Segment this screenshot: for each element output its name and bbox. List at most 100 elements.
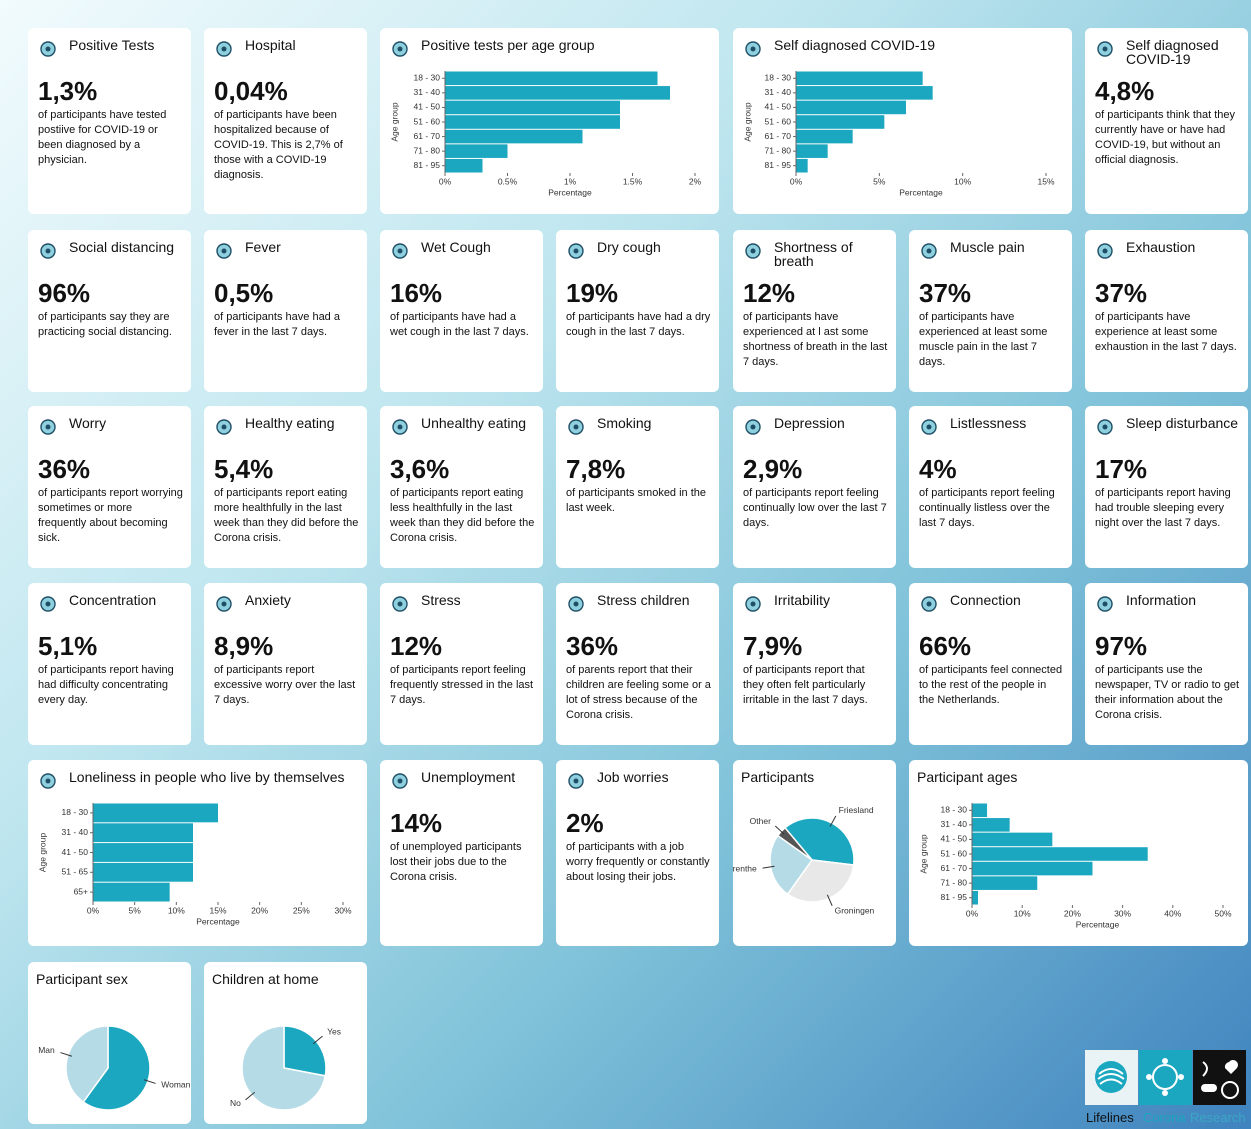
card-title: Muscle pain xyxy=(950,239,1025,255)
chart-card: 18 - 30 31 - 40 41 - 50 51 - 60 61 - 70 71 - … xyxy=(380,28,719,214)
stat-value: 5,1% xyxy=(38,631,98,661)
y-tick-label: 81 - 95 xyxy=(941,892,968,902)
card-title: Listlessness xyxy=(950,415,1027,431)
y-tick-label: 18 - 30 xyxy=(414,73,441,83)
icon-shape xyxy=(926,424,932,430)
chart-card: 18 - 30 31 - 40 41 - 50 51 - 65 65+ 0% 5% 10% 15… xyxy=(28,760,367,946)
card-title: Stress children xyxy=(597,592,690,608)
leader-line xyxy=(143,1079,156,1084)
card-icon xyxy=(40,419,56,435)
y-axis-label: Age group xyxy=(742,102,752,141)
card-title: Dry cough xyxy=(597,239,661,255)
stat-description: of participants think that they currentl… xyxy=(1095,109,1236,166)
y-tick-label: 51 - 60 xyxy=(765,116,792,126)
x-tick-label: 10% xyxy=(168,905,185,915)
pie-label: Other xyxy=(750,816,771,826)
card-icon xyxy=(392,243,408,259)
card-icon xyxy=(40,243,56,259)
card-title: Information xyxy=(1126,592,1197,608)
icon-shape xyxy=(926,601,932,607)
bar xyxy=(972,803,988,818)
icon-shape xyxy=(45,424,51,430)
x-axis-label: Percentage xyxy=(1076,919,1120,929)
y-axis-label: Age group xyxy=(389,102,399,141)
bar xyxy=(93,843,193,862)
stat-card: Healthy eating 5,4% of participants report… xyxy=(204,406,367,568)
stat-description: of participants report excessive worry o… xyxy=(214,664,356,706)
card-icon xyxy=(568,243,584,259)
stat-value: 66% xyxy=(919,631,972,661)
card-icon xyxy=(392,41,408,57)
stat-description: of unemployed participants lost their jo… xyxy=(390,841,522,883)
y-tick-label: 18 - 30 xyxy=(62,807,89,817)
bar xyxy=(445,129,583,144)
card-icon xyxy=(40,596,56,612)
bar xyxy=(796,129,853,144)
stat-card: Anxiety 8,9% of participants report excess… xyxy=(204,583,367,745)
x-axis-label: Percentage xyxy=(899,187,943,197)
pie-label: Drenthe xyxy=(733,863,757,873)
chart-card: Friesland Groningen Drenthe Other Participan… xyxy=(733,760,896,946)
icon-shape xyxy=(573,778,579,784)
y-tick-label: 61 - 70 xyxy=(765,131,792,141)
card-icon xyxy=(1097,596,1113,612)
chart-title: Participants xyxy=(741,769,815,785)
card-icon xyxy=(921,596,937,612)
card-icon xyxy=(745,419,761,435)
icon-shape xyxy=(573,248,579,254)
x-tick-label: 30% xyxy=(1114,908,1131,918)
stat-card: Unhealthy eating 3,6% of participants repo… xyxy=(380,406,543,568)
chart-title: Self diagnosed COVID-19 xyxy=(774,37,936,53)
stat-value: 2,9% xyxy=(743,454,803,484)
stat-value: 16% xyxy=(390,278,443,308)
stat-card: Concentration 5,1% of participants report … xyxy=(28,583,191,745)
card-icon xyxy=(216,243,232,259)
card-icon xyxy=(745,41,761,57)
card-title: Unemployment xyxy=(421,769,516,785)
stat-description: of parents report that their children ar… xyxy=(566,664,711,721)
y-tick-label: 71 - 80 xyxy=(765,145,792,155)
x-tick-label: 50% xyxy=(1214,908,1231,918)
stat-description: of participants have experienced at leas… xyxy=(919,311,1048,368)
x-axis-label: Percentage xyxy=(548,187,592,197)
card-icon xyxy=(1097,419,1113,435)
x-axis-label: Percentage xyxy=(196,916,240,926)
icon-shape xyxy=(45,778,51,784)
x-tick-label: 40% xyxy=(1164,908,1181,918)
leader-line xyxy=(774,825,785,835)
bar xyxy=(796,115,885,129)
pie-label: Groningen xyxy=(835,905,875,915)
icon-shape xyxy=(750,601,756,607)
y-tick-label: 61 - 70 xyxy=(414,131,441,141)
stat-description: of participants with a job worry frequen… xyxy=(566,841,710,883)
card-title: Smoking xyxy=(597,415,652,431)
y-tick-label: 81 - 95 xyxy=(765,160,792,170)
stat-card: Social distancing 96% of participants say … xyxy=(28,230,191,392)
stat-card: Connection 66% of participants feel connec… xyxy=(909,583,1072,745)
logo-text: Corona xyxy=(1143,1110,1186,1125)
y-axis-label: Age group xyxy=(918,834,928,873)
leader-line xyxy=(60,1052,73,1057)
stat-card: Exhaustion 37% of participants have experi… xyxy=(1085,230,1248,392)
y-tick-label: 51 - 60 xyxy=(414,116,441,126)
bar xyxy=(796,158,808,173)
pie-label: Woman xyxy=(161,1080,190,1090)
y-tick-label: 41 - 50 xyxy=(765,102,792,112)
stat-value: 14% xyxy=(390,808,443,838)
stat-card: Listlessness 4% of participants report fee… xyxy=(909,406,1072,568)
icon-shape xyxy=(397,46,403,52)
y-tick-label: 41 - 50 xyxy=(941,834,968,844)
card-title: Anxiety xyxy=(245,592,291,608)
y-tick-label: 31 - 40 xyxy=(765,87,792,97)
chart-card: Woman Man Participant sex xyxy=(28,962,191,1124)
icon-shape xyxy=(926,248,932,254)
icon-shape xyxy=(1102,601,1108,607)
x-tick-label: 0% xyxy=(790,176,803,186)
x-tick-label: 10% xyxy=(1014,908,1031,918)
y-tick-label: 51 - 60 xyxy=(941,848,968,858)
card-title: Social distancing xyxy=(69,239,175,255)
logo-text: Research xyxy=(1190,1110,1246,1125)
icon-shape xyxy=(397,424,403,430)
